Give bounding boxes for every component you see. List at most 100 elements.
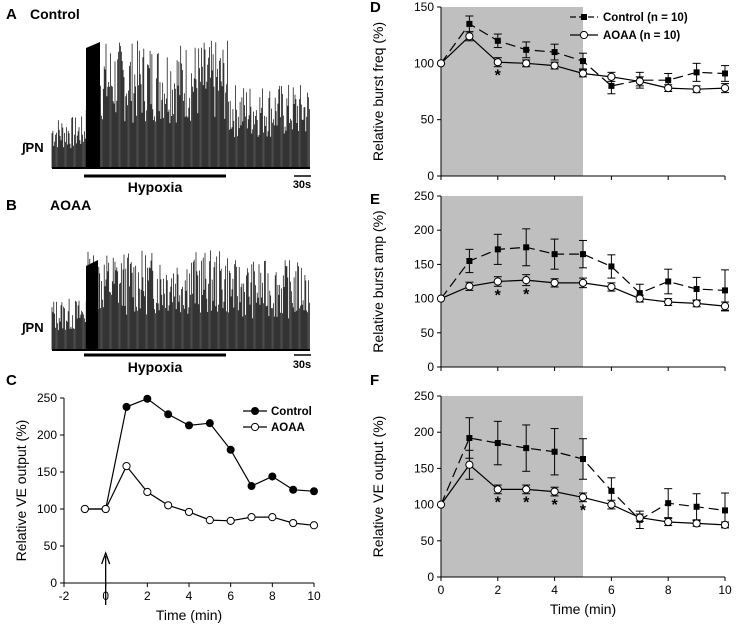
- data-point: [522, 485, 531, 494]
- data-point: [578, 278, 588, 287]
- data-point: [122, 402, 131, 411]
- data-point: [607, 72, 616, 81]
- x-tick-label: 4: [186, 589, 193, 603]
- data-point: [523, 46, 530, 53]
- significance-star: *: [495, 287, 502, 304]
- x-tick-label: -2: [59, 589, 70, 603]
- data-point: [494, 440, 501, 447]
- y-axis-label: Relative VE output (%): [370, 416, 386, 558]
- data-point: [494, 37, 501, 44]
- y-axis-label: Relative VE output (%): [13, 420, 29, 562]
- panel-a-signal-label: ∫PN: [21, 140, 44, 155]
- x-axis-label: Time (min): [156, 607, 222, 623]
- y-tick-label: 100: [414, 292, 434, 306]
- data-point: [80, 504, 89, 514]
- data-point: [466, 434, 473, 441]
- data-point: [550, 278, 559, 287]
- data-point: [551, 49, 558, 56]
- data-point: [720, 84, 730, 93]
- data-point: [581, 14, 587, 20]
- significance-star: *: [580, 503, 587, 520]
- y-tick-label: 100: [414, 498, 434, 512]
- data-point: [465, 282, 474, 291]
- data-point: [268, 472, 277, 481]
- data-point: [692, 519, 701, 528]
- y-tick-label: 150: [414, 257, 434, 271]
- data-point: [665, 278, 672, 285]
- data-point: [436, 500, 446, 509]
- data-point: [465, 32, 474, 41]
- x-axis-label: Time (min): [550, 601, 616, 617]
- data-point: [722, 507, 728, 514]
- stimulus-arrow-head: [101, 551, 111, 565]
- data-point: [722, 287, 728, 294]
- x-tick-label: 4: [551, 583, 558, 597]
- significance-star: *: [495, 68, 502, 85]
- data-point: [523, 445, 530, 452]
- data-point: [578, 493, 588, 502]
- data-point: [436, 59, 446, 68]
- data-point: [635, 77, 644, 86]
- significance-star: *: [523, 495, 530, 512]
- panel-letter: E: [370, 191, 380, 208]
- data-point: [608, 263, 615, 270]
- y-tick-label: 200: [414, 425, 434, 439]
- legend-label: Control (n = 10): [603, 12, 688, 24]
- y-tick-label: 50: [44, 539, 58, 553]
- trace-spikes: [51, 250, 310, 350]
- data-point: [465, 460, 474, 469]
- data-point: [522, 276, 531, 285]
- significance-star: *: [551, 497, 558, 514]
- data-point: [226, 445, 235, 454]
- y-tick-label: 250: [37, 391, 57, 405]
- series-line: [440, 246, 726, 299]
- data-point: [289, 518, 298, 528]
- y-tick-label: 50: [421, 534, 435, 548]
- panel-b-signal-label: ∫PN: [21, 320, 44, 335]
- data-point: [636, 290, 643, 297]
- data-point: [309, 521, 319, 530]
- data-point: [523, 244, 530, 251]
- panel-a-letter: A: [6, 6, 17, 23]
- data-point: [580, 58, 586, 65]
- data-point: [693, 286, 700, 293]
- panel-a-scale-label: 30s: [293, 179, 311, 191]
- data-point: [251, 407, 259, 415]
- trace-burst-block: [86, 42, 100, 168]
- data-point: [494, 246, 501, 253]
- data-point: [551, 448, 558, 455]
- data-point: [310, 487, 318, 496]
- legend-label: AOAA: [271, 422, 305, 434]
- x-tick-label: 10: [718, 583, 732, 597]
- data-point: [247, 513, 256, 522]
- x-tick-label: 6: [227, 589, 234, 603]
- data-point: [466, 20, 473, 27]
- data-point: [205, 516, 214, 525]
- data-point: [580, 251, 586, 258]
- data-point: [164, 501, 173, 510]
- data-point: [143, 394, 152, 403]
- data-point: [635, 513, 644, 522]
- y-tick-label: 0: [427, 360, 434, 374]
- legend-label: AOAA (n = 10): [603, 30, 680, 42]
- data-point: [692, 85, 701, 94]
- x-tick-label: 8: [269, 589, 276, 603]
- legend-label: Control: [271, 406, 312, 418]
- data-point: [493, 58, 502, 67]
- y-tick-label: 250: [414, 389, 434, 403]
- data-point: [250, 422, 260, 432]
- trace-burst-block: [86, 260, 98, 350]
- y-tick-label: 200: [37, 428, 57, 442]
- series-line: [84, 398, 315, 510]
- data-point: [101, 504, 110, 514]
- hypoxia-shaded-region: [441, 7, 583, 176]
- x-tick-label: 10: [307, 589, 321, 603]
- data-point: [607, 500, 616, 509]
- y-axis-label: Relative burst amp (%): [370, 210, 386, 352]
- panel-b-letter: B: [6, 197, 17, 214]
- data-point: [664, 84, 673, 93]
- data-point: [185, 421, 193, 430]
- series-line: [84, 464, 315, 526]
- data-point: [493, 485, 502, 494]
- y-tick-label: 0: [427, 169, 434, 183]
